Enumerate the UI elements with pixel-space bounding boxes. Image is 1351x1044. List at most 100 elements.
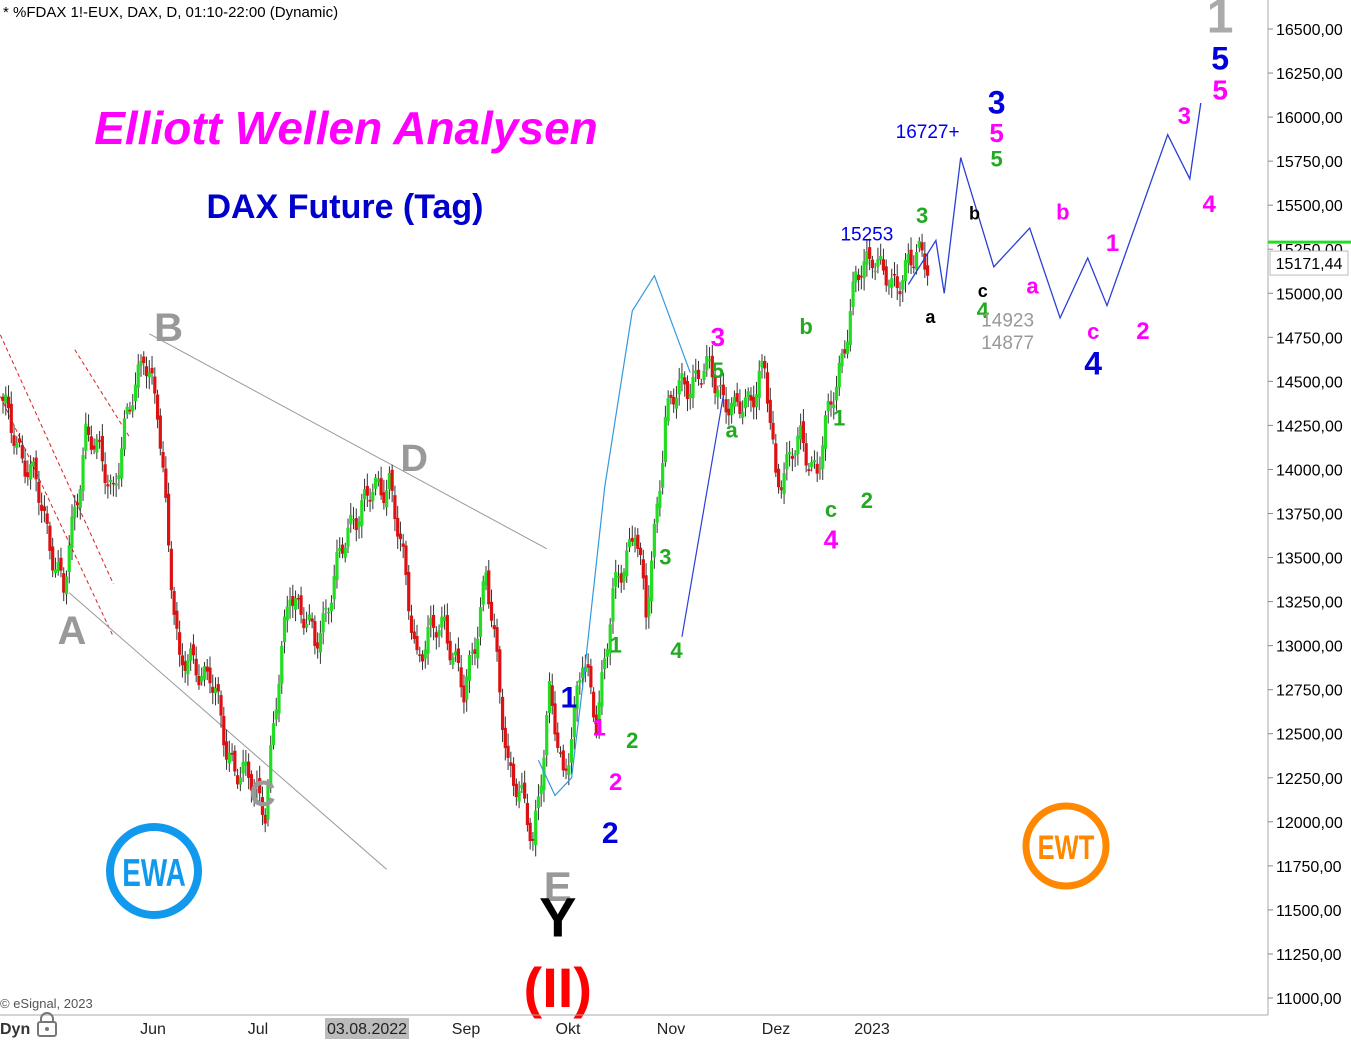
candle-body <box>470 651 474 654</box>
candle-body <box>581 667 585 679</box>
candle-body <box>23 460 27 477</box>
candle-body <box>407 571 411 612</box>
candle-body <box>379 478 383 496</box>
candle-body <box>920 242 924 251</box>
candle-body <box>517 790 521 802</box>
wave-label: 1 <box>592 714 605 741</box>
impulse-line <box>681 395 724 637</box>
wave-label: c <box>978 281 988 301</box>
candle-body <box>509 762 513 766</box>
candle-body <box>415 636 419 651</box>
candle-body <box>506 745 510 758</box>
candle-body <box>821 445 825 469</box>
candle-body <box>512 763 516 786</box>
dynamic-mode-label[interactable]: Dyn <box>0 1021 30 1038</box>
candle-body <box>426 626 430 654</box>
candle-body <box>155 394 160 420</box>
candle-body <box>514 783 518 798</box>
candle-body <box>244 761 248 766</box>
candle-body <box>840 353 844 367</box>
candle-body <box>547 680 552 714</box>
candle-body <box>285 606 289 621</box>
candle-body <box>70 516 74 548</box>
chart-subtitle: DAX Future (Tag) <box>206 188 483 226</box>
price-axis: 16500,00 16250,00 16000,00 15750,00 15500,00… <box>1268 22 1351 1008</box>
candle-body <box>211 686 215 693</box>
candle-body <box>707 359 712 361</box>
candle-body <box>926 265 930 276</box>
candle-body <box>451 657 455 665</box>
symbol-header: * %FDAX 1!-EUX, DAX, D, 01:10-22:00 (Dyn… <box>3 4 338 21</box>
wave-label: 5 <box>990 146 1002 171</box>
lock-icon[interactable] <box>37 1012 57 1037</box>
price-axis-panel[interactable] <box>1268 0 1351 1015</box>
candle-body <box>870 259 874 269</box>
candle-body <box>633 537 637 546</box>
candle-body <box>627 539 632 548</box>
candle-body <box>89 436 93 450</box>
y-tick-label: 12250,00 <box>1276 771 1343 788</box>
candle-body <box>525 803 529 826</box>
candle-body <box>420 654 425 662</box>
candle-body <box>213 688 218 694</box>
candle-body <box>53 569 58 574</box>
candle-body <box>236 775 240 785</box>
candle-body <box>815 463 819 474</box>
candle-body <box>812 460 817 463</box>
candle-body <box>258 778 262 794</box>
elliott-projection-path <box>907 102 1202 320</box>
candle-body <box>818 468 822 470</box>
wave-label: b <box>799 314 812 339</box>
candle-body <box>503 727 507 749</box>
candle-body <box>473 649 477 654</box>
candle-body <box>252 787 256 795</box>
wave-label: 3 <box>916 203 928 228</box>
wave-label: 1 <box>833 405 845 430</box>
candle-body <box>401 543 405 547</box>
candle-body <box>84 423 88 451</box>
projection-layer <box>537 102 1202 797</box>
candle-body <box>382 492 386 504</box>
candle-body <box>255 781 259 788</box>
candle-body <box>732 396 736 407</box>
candle-body <box>699 383 703 385</box>
candle-body <box>398 533 403 540</box>
candle-body <box>558 752 563 754</box>
candle-body <box>161 451 165 468</box>
candle-body <box>641 559 645 579</box>
candle-body <box>567 765 571 776</box>
candle-body <box>150 367 154 374</box>
time-axis[interactable]: Jun Jul 03.08.2022 Sep Okt Nov Dez 2023 <box>140 1018 890 1039</box>
candle-body <box>763 360 767 369</box>
candle-body <box>260 797 265 815</box>
candle-body <box>224 741 229 760</box>
candle-body <box>29 464 33 480</box>
candle-body <box>357 521 361 527</box>
candle-body <box>307 614 311 621</box>
y-tick-label: 15750,00 <box>1276 154 1343 171</box>
candle-body <box>205 666 209 672</box>
y-tick-label: 11750,00 <box>1276 859 1342 876</box>
candle-body <box>114 483 118 486</box>
y-tick-label: 11500,00 <box>1276 903 1342 920</box>
wave-label: 1 <box>1207 0 1234 44</box>
candle-body <box>1 396 5 402</box>
candle-body <box>247 761 251 778</box>
candle-body <box>343 547 347 558</box>
wave-label: E <box>544 863 572 910</box>
candle-body <box>534 810 538 846</box>
wave-label: 2 <box>861 488 873 513</box>
wave-label: Y <box>539 885 576 948</box>
candle-body <box>492 625 496 630</box>
trendline-1 <box>0 394 114 638</box>
candle-body <box>655 503 659 523</box>
candle-body <box>365 485 369 496</box>
candle-body <box>793 453 797 456</box>
candle-body <box>351 519 356 521</box>
candle-body <box>73 506 77 519</box>
candle-body <box>75 502 80 506</box>
candle-body <box>332 575 336 600</box>
